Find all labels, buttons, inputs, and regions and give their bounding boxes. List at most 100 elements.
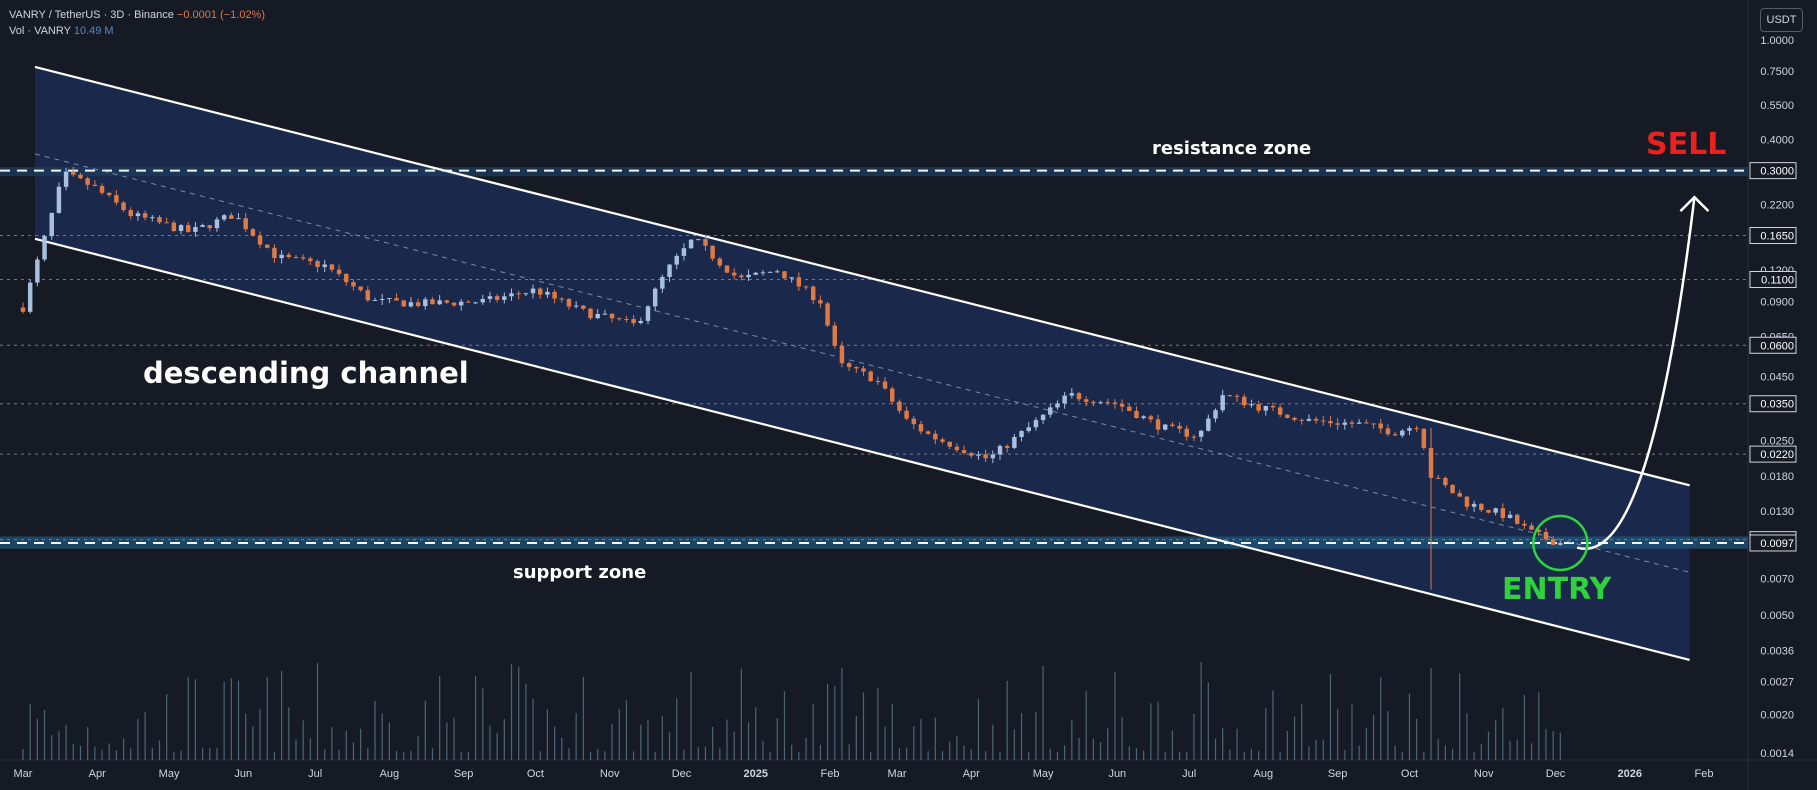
candle-body bbox=[451, 302, 457, 306]
volume-bar bbox=[977, 699, 980, 760]
volume-bar bbox=[1006, 680, 1008, 760]
volume-bar bbox=[446, 722, 448, 760]
volume-bar bbox=[1013, 729, 1015, 760]
candle-body bbox=[308, 258, 313, 262]
candle-body bbox=[1292, 417, 1297, 420]
volume-bar bbox=[1286, 731, 1288, 760]
volume-bar bbox=[403, 751, 405, 760]
candle-body bbox=[178, 225, 184, 231]
candle-body bbox=[265, 244, 270, 248]
volume-bar bbox=[676, 698, 678, 760]
volume-bar bbox=[690, 671, 692, 760]
volume-bar bbox=[841, 667, 843, 760]
time-tick-label: Nov bbox=[600, 768, 620, 780]
candle-body bbox=[56, 186, 62, 213]
volume-bar bbox=[503, 719, 505, 760]
volume-bar bbox=[906, 747, 908, 760]
symbol-title: VANRY / TetherUS · 3D · Binance bbox=[9, 9, 174, 21]
candle-body bbox=[609, 313, 615, 319]
volume-bar bbox=[474, 676, 477, 760]
volume-bar bbox=[683, 749, 685, 760]
projection-arrow bbox=[1576, 196, 1696, 550]
volume-value: 10.49 M bbox=[73, 25, 114, 37]
candle-body bbox=[918, 424, 924, 432]
candle-body bbox=[602, 313, 608, 315]
level-tag-label: 0.1650 bbox=[1760, 231, 1794, 243]
time-tick-label: 2025 bbox=[744, 768, 768, 780]
level-tag-label: 0.0600 bbox=[1760, 340, 1794, 352]
candle-body bbox=[566, 299, 572, 307]
candle-body bbox=[1148, 416, 1154, 420]
candle-body bbox=[1364, 422, 1369, 424]
candle-body bbox=[940, 439, 945, 442]
candle-body bbox=[1062, 395, 1067, 404]
entry-circle bbox=[1532, 514, 1589, 572]
candle-body bbox=[595, 313, 600, 319]
volume-bar bbox=[597, 749, 599, 760]
candle-body bbox=[243, 218, 248, 230]
candle-body bbox=[466, 301, 471, 303]
candle-body bbox=[1249, 404, 1254, 406]
candle-body bbox=[1321, 420, 1326, 422]
candle-body bbox=[631, 319, 636, 324]
time-tick-label: Dec bbox=[672, 768, 692, 780]
volume-bar bbox=[201, 747, 204, 760]
volume-bar bbox=[546, 709, 549, 760]
volume-bar bbox=[1466, 713, 1468, 760]
candle-body bbox=[1464, 496, 1470, 507]
candle-body bbox=[458, 301, 464, 306]
candle-body bbox=[1493, 508, 1498, 513]
price-tick-label: 0.0070 bbox=[1760, 573, 1794, 585]
volume-bar bbox=[1049, 748, 1051, 760]
candle-body bbox=[286, 254, 292, 258]
volume-bar bbox=[625, 700, 628, 760]
volume-bar bbox=[87, 727, 89, 760]
candle-body bbox=[214, 219, 220, 229]
volume-bar bbox=[812, 703, 814, 760]
time-tick-label: Jul bbox=[1182, 768, 1196, 780]
candle-body bbox=[1213, 410, 1218, 419]
candle-body bbox=[861, 368, 866, 372]
volume-bar bbox=[158, 740, 161, 760]
volume-bar bbox=[496, 732, 498, 760]
volume-bar bbox=[230, 678, 232, 760]
volume-bar bbox=[1035, 711, 1037, 760]
candle-body bbox=[408, 302, 414, 307]
candle-body bbox=[379, 298, 385, 300]
volume-bar bbox=[29, 703, 31, 760]
candle-body bbox=[35, 259, 40, 283]
volume-bar bbox=[654, 751, 656, 760]
volume-bar bbox=[115, 750, 117, 760]
candle-body bbox=[351, 282, 356, 287]
candle-body bbox=[1134, 410, 1139, 419]
candle-body bbox=[114, 195, 119, 203]
candle-body bbox=[1206, 418, 1211, 431]
volume-bar bbox=[43, 709, 46, 760]
sell-label: SELL bbox=[1646, 127, 1727, 162]
candle-body bbox=[983, 454, 988, 459]
candle-body bbox=[696, 239, 701, 241]
time-tick-label: Mar bbox=[14, 768, 33, 780]
time-tick-label: Apr bbox=[963, 768, 980, 780]
candle-body bbox=[961, 450, 967, 453]
candle-body bbox=[1342, 422, 1348, 425]
currency-unit-button[interactable]: USDT bbox=[1760, 8, 1803, 32]
candle-body bbox=[1227, 395, 1233, 397]
candle-body bbox=[1004, 445, 1010, 448]
candle-body bbox=[185, 225, 191, 232]
candle-body bbox=[1155, 419, 1161, 430]
volume-bar bbox=[101, 749, 103, 760]
candle-body bbox=[494, 296, 500, 300]
time-tick-label: Jun bbox=[234, 768, 252, 780]
volume-bar bbox=[410, 750, 412, 760]
volume-bar bbox=[194, 679, 197, 760]
candle-body bbox=[516, 293, 521, 295]
volume-bar bbox=[719, 748, 721, 760]
candle-body bbox=[1385, 428, 1391, 435]
volume-header: Vol · VANRY 10.49 M bbox=[9, 25, 114, 37]
candle-body bbox=[365, 290, 371, 301]
candle-body bbox=[444, 300, 450, 303]
candle-body bbox=[1558, 543, 1563, 545]
level-tag-label: 0.3000 bbox=[1760, 166, 1794, 178]
